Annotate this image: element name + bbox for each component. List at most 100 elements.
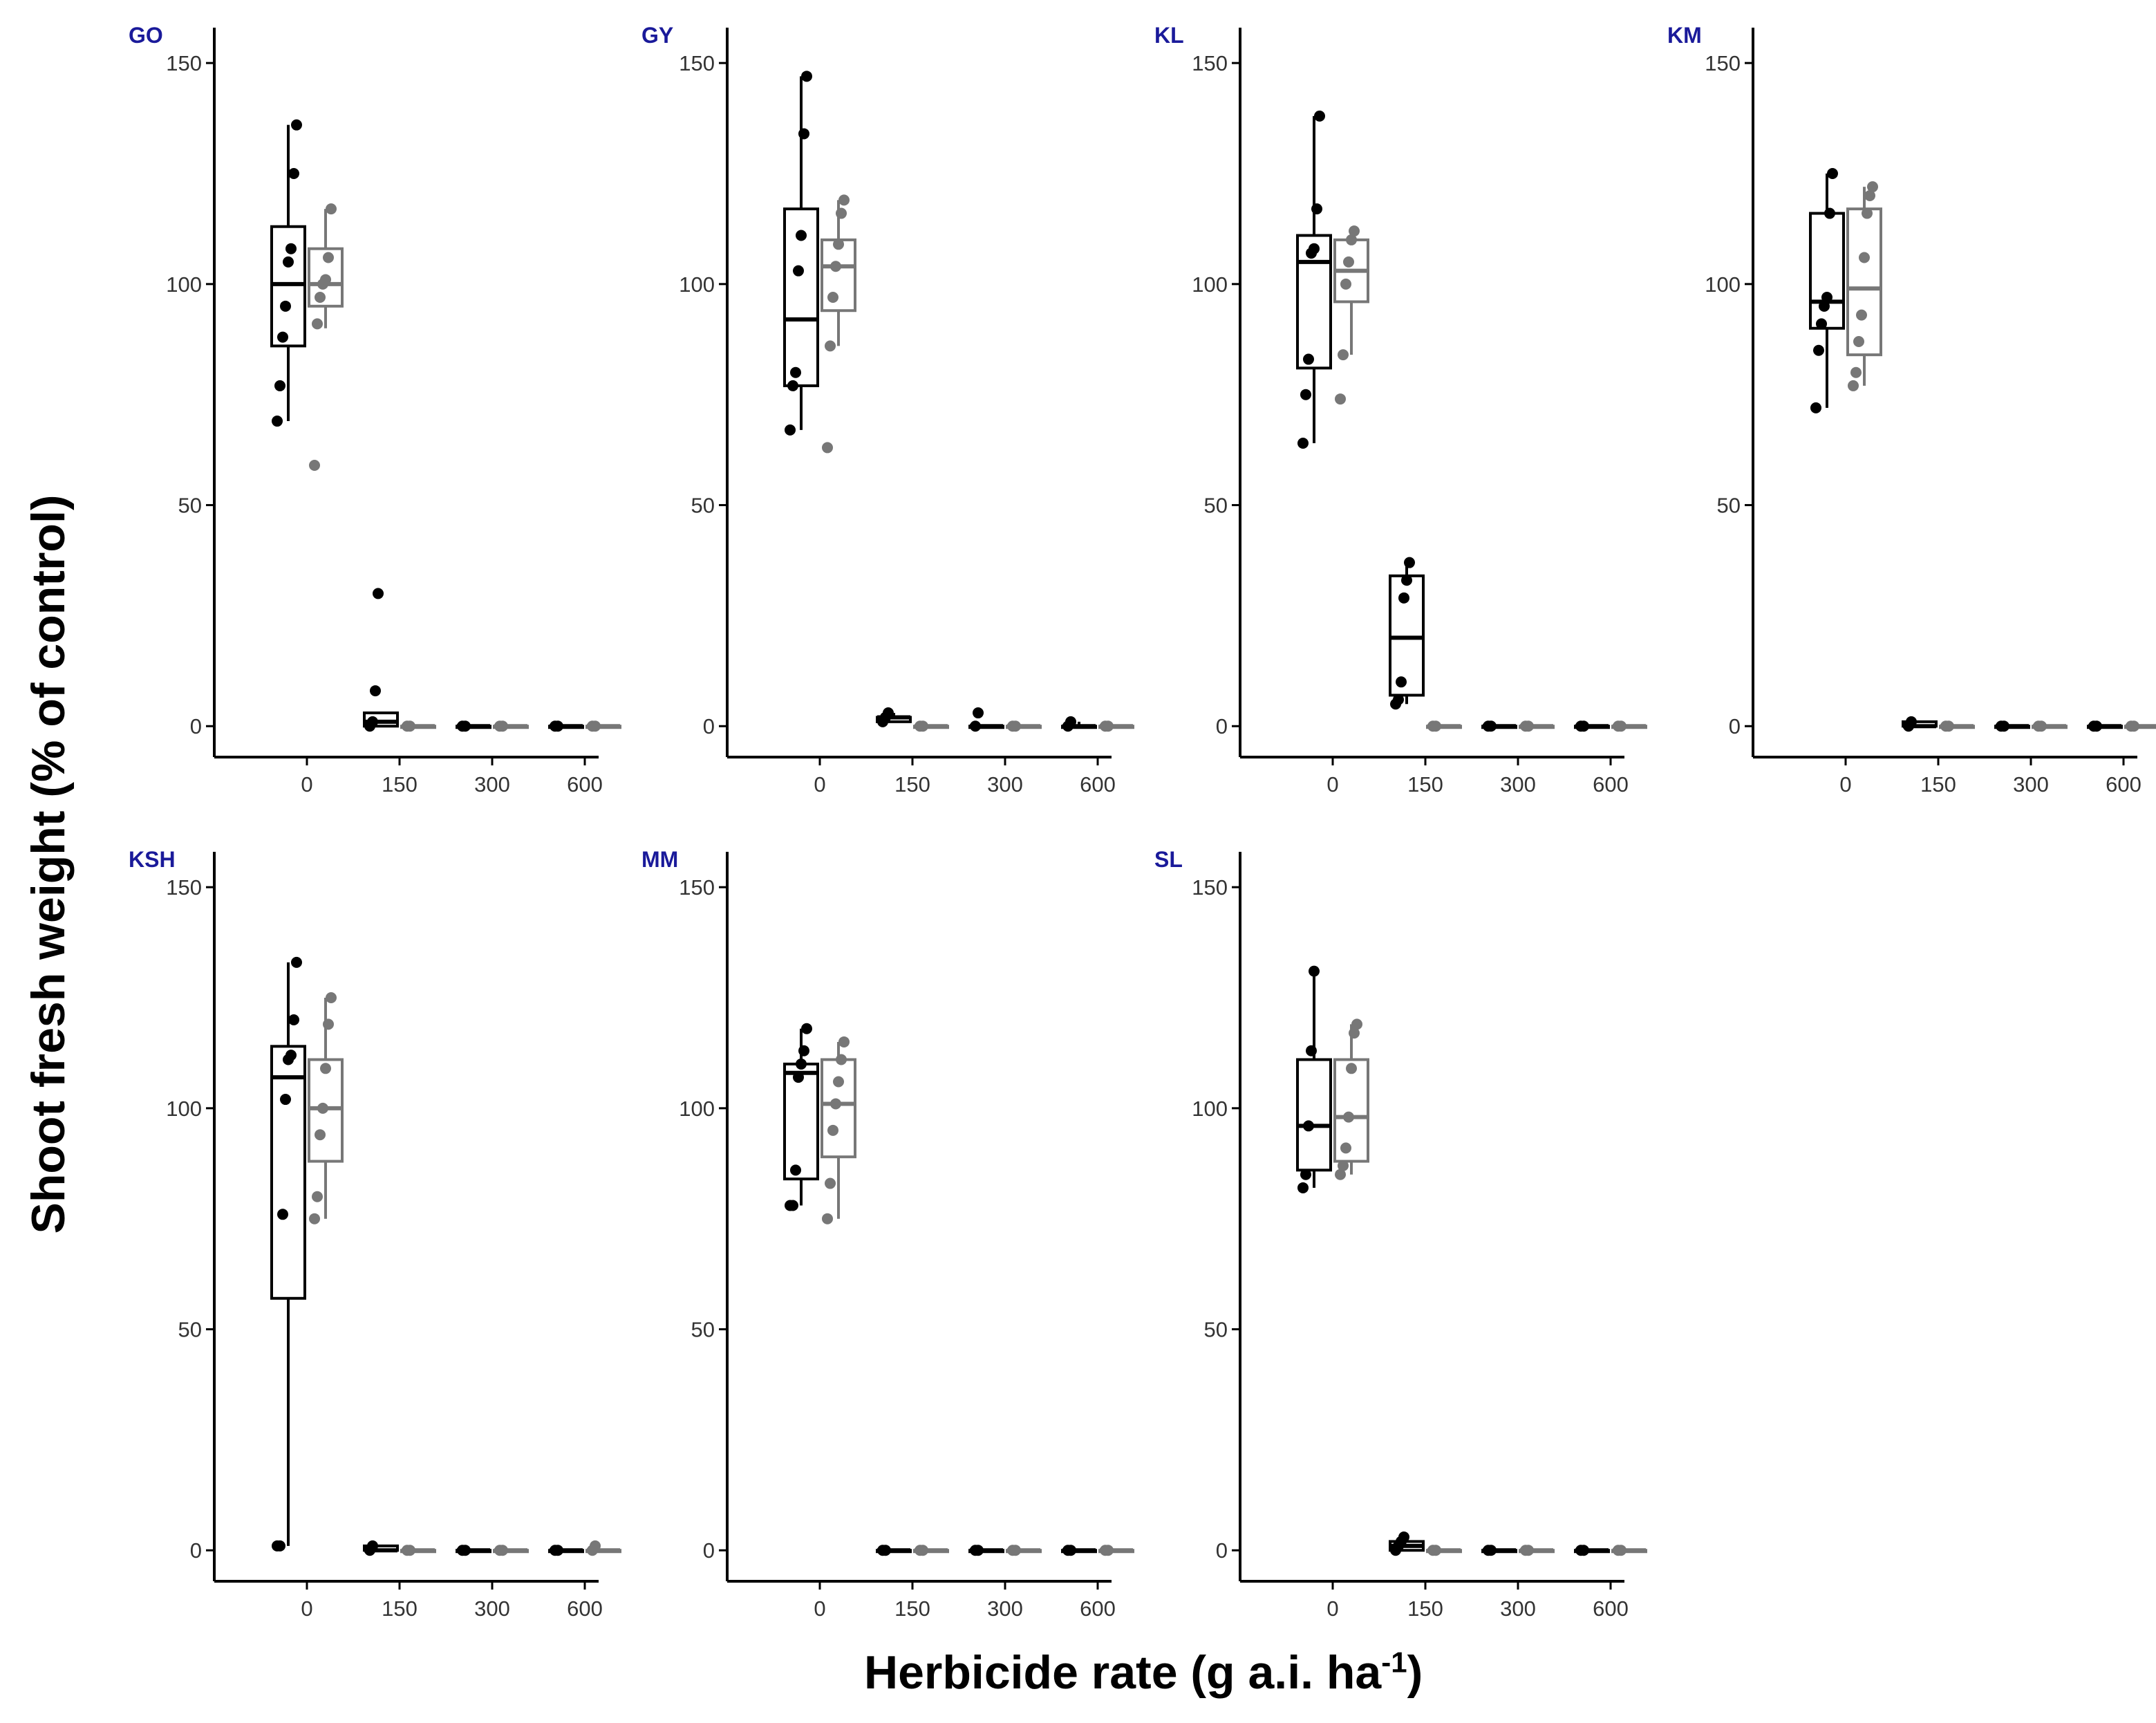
data-point (796, 1058, 807, 1070)
data-point (790, 366, 801, 378)
data-point (280, 1094, 291, 1106)
box-series-2-600 (585, 720, 621, 732)
data-point (552, 720, 563, 732)
box-series-2-0 (821, 194, 856, 454)
data-point (973, 1545, 984, 1556)
data-point (833, 1076, 844, 1088)
y-tick-label: 0 (1729, 714, 1741, 738)
x-tick-label: 0 (814, 772, 825, 797)
data-point (1306, 1045, 1317, 1056)
panel-title: SL (1154, 847, 1183, 872)
box-series-2-150 (400, 720, 436, 732)
data-point (1848, 380, 1859, 391)
y-axis-title: Shoot fresh weight (% of control) (22, 494, 75, 1234)
data-point (1297, 438, 1309, 449)
data-point (370, 685, 381, 697)
data-point (326, 203, 337, 215)
box-series-1-150 (876, 707, 912, 727)
box-series-1-600 (1061, 716, 1097, 732)
data-point (793, 1072, 804, 1083)
box-series-2-150 (913, 1545, 949, 1556)
box-iqr (1846, 207, 1882, 357)
data-point (796, 230, 807, 241)
box-series-1-0 (783, 71, 819, 436)
data-point (883, 707, 894, 719)
data-point (283, 256, 294, 268)
x-tick-label: 300 (1500, 772, 1536, 797)
data-point (1578, 720, 1589, 732)
data-point (312, 318, 323, 330)
data-point (1351, 1018, 1362, 1030)
data-point (1523, 1545, 1534, 1556)
data-point (1309, 243, 1320, 254)
data-point (404, 1545, 415, 1556)
data-point (1578, 1545, 1589, 1556)
x-tick-label: 600 (567, 1596, 603, 1621)
box-series-2-150 (913, 720, 949, 732)
x-tick-label: 150 (382, 1596, 418, 1621)
data-point (1864, 189, 1875, 201)
box-iqr (308, 247, 344, 308)
data-point (798, 128, 809, 140)
panel-title: GY (641, 23, 673, 48)
data-point (798, 1045, 809, 1056)
data-point (1343, 256, 1354, 268)
x-tick-label: 600 (2106, 772, 2141, 797)
box-series-2-300 (1519, 720, 1555, 732)
box-series-1-150 (1389, 557, 1425, 710)
data-point (836, 207, 847, 219)
y-tick-label: 0 (703, 714, 715, 738)
panel-title: KL (1154, 23, 1184, 48)
y-tick-label: 50 (691, 1318, 715, 1342)
data-point (1338, 1159, 1349, 1171)
data-point (833, 239, 844, 250)
y-tick-label: 150 (166, 875, 202, 900)
x-axis-title: Herbicide rate (g a.i. ha-1) (864, 1646, 1423, 1699)
data-point (367, 1540, 378, 1552)
x-tick-label: 150 (1407, 772, 1443, 797)
panel-go: GO 0 50 100 150 0 150 300 600 (129, 23, 621, 797)
data-point (830, 261, 841, 272)
data-point (1850, 366, 1862, 378)
data-point (326, 992, 337, 1003)
data-point (790, 1164, 801, 1176)
box-series-2-0 (308, 992, 344, 1224)
panel-title: KSH (129, 847, 176, 872)
data-point (1867, 181, 1878, 193)
data-point (1346, 234, 1357, 245)
y-tick-label: 150 (679, 51, 715, 75)
box-iqr (783, 207, 819, 387)
box-series-1-150 (363, 588, 399, 732)
y-tick-label: 0 (703, 1538, 715, 1563)
box-series-2-0 (308, 203, 344, 471)
panel-km: KM 0 50 100 150 0 150 300 600 (1667, 23, 2156, 797)
data-point (1398, 592, 1409, 604)
x-axis-title-close: ) (1407, 1646, 1423, 1699)
y-tick-label: 100 (1192, 272, 1228, 297)
data-point (917, 1545, 928, 1556)
data-point (1349, 1027, 1360, 1039)
data-point (323, 1018, 334, 1030)
y-tick-label: 100 (166, 272, 202, 297)
data-point (1010, 1545, 1021, 1556)
box-series-1-300 (1481, 1545, 1517, 1556)
y-tick-label: 0 (190, 714, 202, 738)
panel-kl: KL 0 50 100 150 0 150 300 600 (1154, 23, 1647, 797)
data-point (288, 168, 299, 179)
box-series-2-600 (1098, 1545, 1134, 1556)
box-series-2-0 (821, 1036, 856, 1224)
data-point (285, 243, 297, 254)
panel-title: MM (641, 847, 678, 872)
data-point (274, 1540, 285, 1552)
y-tick-label: 50 (1717, 494, 1741, 518)
box-iqr (1333, 1058, 1369, 1163)
panel-ksh: KSH 0 50 100 150 0 150 300 600 (129, 847, 621, 1621)
y-tick-label: 100 (1192, 1097, 1228, 1121)
data-point (1485, 720, 1497, 732)
box-series-1-150 (1902, 716, 1938, 732)
data-point (1398, 1531, 1409, 1543)
x-tick-label: 150 (1407, 1596, 1443, 1621)
data-point (291, 119, 302, 131)
data-point (2128, 720, 2139, 732)
